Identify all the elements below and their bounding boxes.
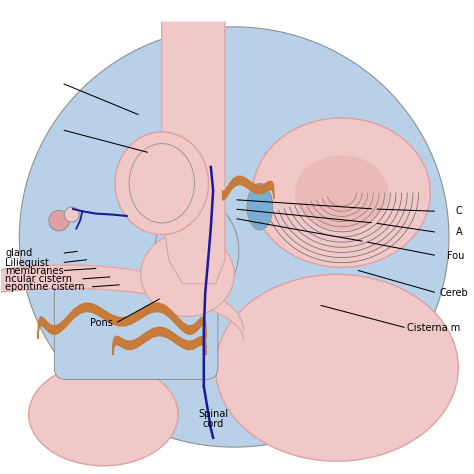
Text: Cisterna m: Cisterna m <box>407 323 460 333</box>
Ellipse shape <box>253 118 430 267</box>
Ellipse shape <box>155 200 239 302</box>
Ellipse shape <box>19 27 449 447</box>
Text: membranes: membranes <box>5 265 64 275</box>
Text: C: C <box>456 206 463 216</box>
Text: Liliequist: Liliequist <box>5 258 49 268</box>
Circle shape <box>64 207 79 222</box>
Ellipse shape <box>247 183 273 230</box>
Text: Spinal: Spinal <box>198 410 228 419</box>
Ellipse shape <box>295 155 388 230</box>
Text: cord: cord <box>202 419 224 429</box>
Ellipse shape <box>115 132 209 235</box>
Circle shape <box>49 210 69 231</box>
Polygon shape <box>162 22 225 284</box>
FancyBboxPatch shape <box>55 282 218 379</box>
Text: ncular cistern: ncular cistern <box>5 274 73 284</box>
Ellipse shape <box>29 363 178 466</box>
Text: Pons: Pons <box>90 319 112 328</box>
Polygon shape <box>222 176 274 200</box>
Polygon shape <box>0 265 244 340</box>
Ellipse shape <box>216 274 458 461</box>
Text: gland: gland <box>5 248 33 258</box>
Text: Cereb: Cereb <box>439 288 468 298</box>
Text: epontine cistern: epontine cistern <box>5 282 85 292</box>
Polygon shape <box>113 327 206 355</box>
Ellipse shape <box>141 232 234 316</box>
Polygon shape <box>38 303 206 339</box>
Text: A: A <box>456 228 463 237</box>
Text: Fou: Fou <box>447 251 464 261</box>
